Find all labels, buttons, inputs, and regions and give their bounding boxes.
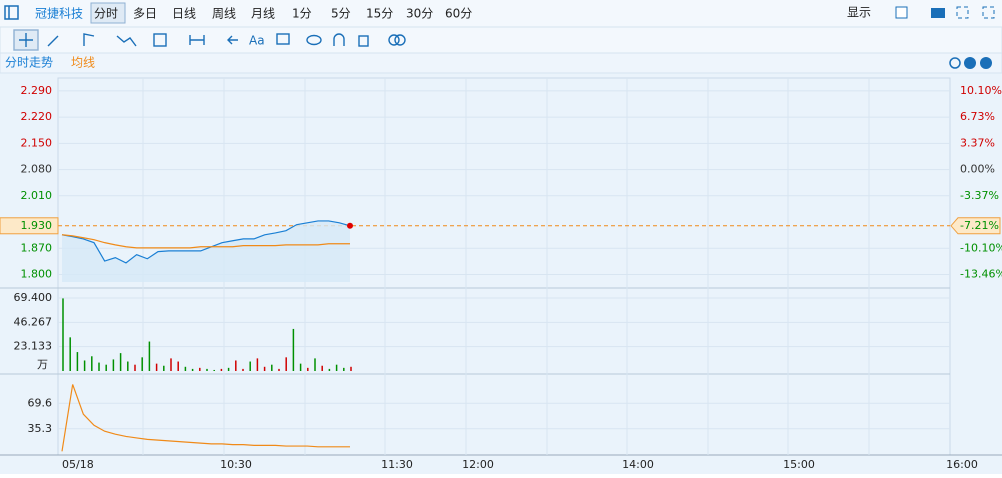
tab-trend: 分时走势 <box>5 56 53 70</box>
magnet-tool[interactable] <box>333 33 345 46</box>
panel-icons <box>949 57 992 69</box>
draw-tools <box>13 29 406 51</box>
y2-tick-label: 3.37% <box>960 136 995 149</box>
y-tick-label: 1.930 <box>21 219 53 232</box>
period-tab[interactable]: 1分 <box>292 7 312 21</box>
case-icon[interactable] <box>931 8 945 18</box>
y-tick-label: 2.150 <box>21 136 53 149</box>
period-tab[interactable]: 30分 <box>406 7 433 21</box>
y-tick-label: 2.220 <box>21 110 53 123</box>
y-tick-label: 2.080 <box>21 163 53 176</box>
sidebar-icon[interactable] <box>4 5 19 20</box>
tools-bg <box>0 26 1002 54</box>
y-tick-label: 2.010 <box>21 189 53 202</box>
period-tab[interactable]: 60分 <box>445 7 472 21</box>
avg-line <box>61 234 350 249</box>
period-tab[interactable]: 5分 <box>331 7 351 21</box>
period-tab[interactable]: 分时 <box>94 7 118 21</box>
period-selected <box>90 2 126 24</box>
y2-tick-label: -10.10% <box>960 241 1002 254</box>
y-tick-label: 69.6 <box>28 396 53 409</box>
wave-tool[interactable] <box>116 35 137 47</box>
period-tab[interactable]: 日线 <box>172 7 196 21</box>
y2-tick-label: 10.10% <box>960 84 1002 97</box>
fullscreen-icon[interactable] <box>956 6 969 19</box>
channel-tool[interactable] <box>83 33 95 46</box>
zoom-out-icon[interactable] <box>980 57 992 69</box>
y2-tick-label: -7.21% <box>960 219 999 232</box>
line-tool[interactable] <box>47 35 59 47</box>
price-line <box>61 220 351 264</box>
current-price-box <box>0 217 59 235</box>
toolbar-bg <box>0 0 1002 27</box>
x-tick-label: 12:00 <box>462 458 494 471</box>
period-tab[interactable]: 多日 <box>133 7 157 21</box>
period-tab[interactable]: 周线 <box>212 7 236 21</box>
period-tab[interactable]: 月线 <box>251 7 275 21</box>
x-tick-label: 14:00 <box>622 458 654 471</box>
stock-name[interactable]: 冠捷科技 <box>35 7 83 21</box>
last-price-dot <box>347 222 353 229</box>
y-tick-label: 46.267 <box>14 315 53 328</box>
period-tab[interactable]: 15分 <box>366 7 393 21</box>
x-tick-label: 05/18 <box>62 458 94 471</box>
tab-avg: 均线 <box>71 56 95 70</box>
y2-tick-label: 6.73% <box>960 110 995 123</box>
maximize-icon[interactable] <box>982 6 995 19</box>
fib-tool[interactable] <box>153 33 167 47</box>
current-change-box <box>950 217 1001 235</box>
move-icon <box>19 33 33 47</box>
layout-icon[interactable] <box>895 6 908 19</box>
note-tool[interactable] <box>276 33 290 45</box>
avg-line <box>61 384 350 452</box>
y2-tick-label: 0.00% <box>960 163 995 176</box>
tabs-bg <box>0 52 1002 74</box>
refresh-icon[interactable] <box>949 57 961 69</box>
x-tick-label: 11:30 <box>381 458 413 471</box>
zoom-in-icon[interactable] <box>964 57 976 69</box>
y-tick-label: 69.400 <box>14 291 53 304</box>
eye-tool[interactable] <box>306 34 322 46</box>
x-tick-label: 15:00 <box>783 458 815 471</box>
measure-tool[interactable] <box>189 35 205 45</box>
y-tick-label: 1.870 <box>21 241 53 254</box>
font-tool[interactable]: Aa <box>249 34 265 48</box>
y-tick-label: 1.800 <box>21 268 53 281</box>
display-menu[interactable]: 显示 <box>847 6 871 20</box>
x-tick-label: 16:00 <box>946 458 978 471</box>
unit-label: 万 <box>37 358 48 371</box>
back-tool[interactable] <box>227 35 238 45</box>
overlay-tool-2 <box>394 34 406 46</box>
y-tick-label: 35.3 <box>28 422 53 435</box>
y2-tick-label: -3.37% <box>960 189 999 202</box>
delete-tool[interactable] <box>358 35 369 47</box>
y-tick-label: 23.133 <box>14 340 53 353</box>
y2-tick-label: -13.46% <box>960 268 1002 281</box>
y-tick-label: 2.290 <box>21 84 53 97</box>
price-area <box>62 220 350 282</box>
x-tick-label: 10:30 <box>220 458 252 471</box>
overlay-tool[interactable] <box>388 34 400 46</box>
toolbar: 冠捷科技 分时 多日 日线 周线 月线 1分 5分 15分 30分 60分 显示 Aa 分时走势 均线 <box>5 6 871 70</box>
